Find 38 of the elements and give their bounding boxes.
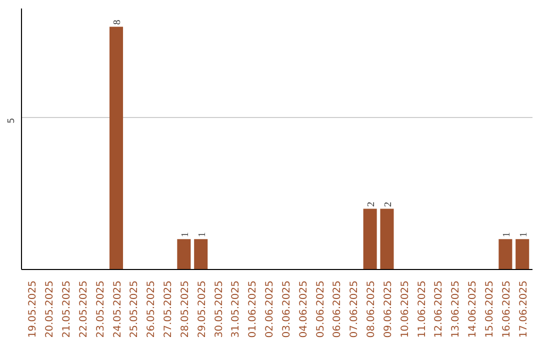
data-label: 2 <box>382 202 394 207</box>
x-tick-label: 17.06.2025 <box>518 280 530 338</box>
x-tick-label: 27.05.2025 <box>163 280 174 338</box>
x-tick-label: 12.06.2025 <box>434 280 445 338</box>
data-label: 8 <box>112 20 124 25</box>
x-tick-label: 10.06.2025 <box>400 280 411 338</box>
x-tick-label: 04.06.2025 <box>298 280 310 338</box>
data-label: 1 <box>196 232 208 238</box>
x-tick-label: 15.06.2025 <box>484 280 496 338</box>
x-tick-label: 14.06.2025 <box>468 280 479 338</box>
x-tick-label: 01.06.2025 <box>248 280 259 338</box>
x-tick-label: 23.05.2025 <box>95 280 106 338</box>
x-tick-label: 03.06.2025 <box>281 280 292 338</box>
x-tick-label: 02.06.2025 <box>264 280 276 338</box>
x-tick-label: 08.06.2025 <box>366 280 378 338</box>
x-tick-label: 24.05.2025 <box>112 280 124 338</box>
data-label: 1 <box>180 232 191 238</box>
x-tick-label: 05.06.2025 <box>315 280 326 338</box>
x-tick-label: 31.05.2025 <box>230 280 242 338</box>
x-tick-label: 21.05.2025 <box>61 280 72 338</box>
x-tick-label: 28.05.2025 <box>180 280 191 338</box>
x-tick-label: 19.05.2025 <box>28 280 39 338</box>
data-label: 1 <box>518 232 530 238</box>
x-tick-label: 16.06.2025 <box>501 280 512 338</box>
x-tick-label: 11.06.2025 <box>416 280 428 338</box>
x-tick-label: 09.06.2025 <box>382 280 394 338</box>
x-tick-label: 20.05.2025 <box>44 280 56 338</box>
x-tick-label: 30.05.2025 <box>214 280 225 338</box>
x-tick-label: 22.05.2025 <box>78 280 90 338</box>
x-tick-label: 06.06.2025 <box>332 280 344 338</box>
x-tick-label: 25.05.2025 <box>129 280 140 338</box>
data-label: 2 <box>366 202 378 207</box>
x-tick-label: 29.05.2025 <box>196 280 208 338</box>
data-label: 1 <box>501 232 512 238</box>
x-tick-label: 26.05.2025 <box>146 280 158 338</box>
x-tick-label: 13.06.2025 <box>450 280 462 338</box>
x-tick-label: 07.06.2025 <box>349 280 360 338</box>
y-tick-label: 5 <box>7 118 17 124</box>
